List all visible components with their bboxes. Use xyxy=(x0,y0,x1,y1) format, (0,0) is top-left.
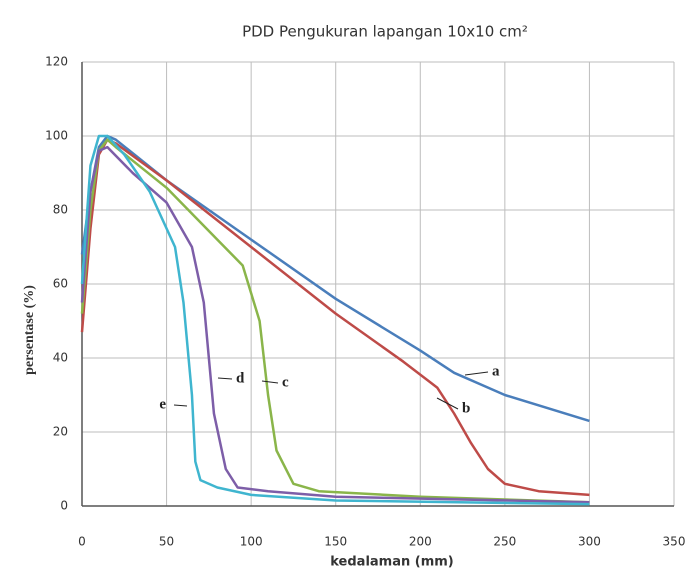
x-tick-label: 350 xyxy=(663,535,686,549)
y-tick-label: 20 xyxy=(53,425,68,439)
annotation-leader xyxy=(173,404,188,407)
y-tick-label: 60 xyxy=(53,277,68,291)
y-tick-label: 100 xyxy=(45,129,68,143)
series-line xyxy=(80,145,590,504)
series-label: b xyxy=(462,400,470,416)
y-tick-label: 120 xyxy=(45,55,68,69)
series-line xyxy=(80,134,590,506)
y-tick-label: 40 xyxy=(53,351,68,365)
x-tick-label: 0 xyxy=(78,535,86,549)
annotation-leader xyxy=(436,397,459,410)
chart-title: PDD Pengukuran lapangan 10x10 cm² xyxy=(242,23,528,41)
y-tick-label: 0 xyxy=(60,499,68,513)
x-tick-label: 150 xyxy=(324,535,347,549)
x-axis-label: kedalaman (mm) xyxy=(330,555,454,570)
series-label: c xyxy=(282,374,289,390)
series-label: e xyxy=(159,396,166,412)
x-tick-label: 250 xyxy=(493,535,516,549)
x-tick-label: 300 xyxy=(578,535,601,549)
x-tick-label: 100 xyxy=(240,535,263,549)
series-label: d xyxy=(236,370,245,386)
series-label: a xyxy=(492,363,500,379)
series-line xyxy=(80,138,590,504)
y-tick-label: 80 xyxy=(53,203,68,217)
annotation-leader xyxy=(464,371,489,376)
x-tick-label: 50 xyxy=(159,535,174,549)
annotation-leader xyxy=(261,380,279,384)
x-tick-label: 200 xyxy=(409,535,432,549)
annotation-leader xyxy=(217,377,233,380)
y-axis-label: persentase (%) xyxy=(22,285,37,375)
